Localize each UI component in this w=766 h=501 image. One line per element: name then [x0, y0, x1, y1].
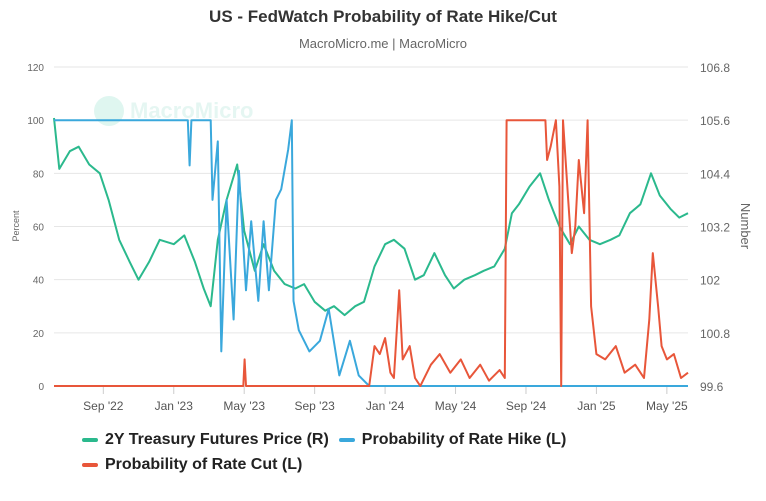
y-right-tick-label: 99.6	[700, 380, 724, 394]
chart-title: US - FedWatch Probability of Rate Hike/C…	[209, 7, 557, 26]
legend-item-cut[interactable]: Probability of Rate Cut (L)	[82, 456, 302, 474]
x-tick-label: May '25	[646, 399, 688, 413]
x-tick-label: Sep '23	[294, 399, 335, 413]
y-right-tick-label: 105.6	[700, 114, 730, 128]
legend-item-hike[interactable]: Probability of Rate Hike (L)	[338, 431, 567, 449]
series-line-cut	[54, 119, 689, 387]
y-left-tick-label: 60	[33, 223, 45, 234]
x-tick-label: Sep '24	[506, 399, 547, 413]
legend-label: Probability of Rate Hike (L)	[361, 431, 567, 448]
legend-swatch	[82, 463, 98, 467]
watermark-text: MacroMicro	[130, 98, 254, 123]
y-left-tick-label: 0	[38, 382, 44, 393]
y-left-tick-label: 40	[33, 276, 45, 287]
y-left-tick-label: 20	[33, 329, 45, 340]
series-line-hike	[54, 119, 688, 387]
x-tick-label: May '24	[435, 399, 477, 413]
y-left-axis-label: Percent	[11, 210, 21, 242]
y-right-axis-label: Number	[738, 203, 753, 250]
x-tick-label: Sep '22	[83, 399, 124, 413]
y-left-tick-label: 120	[27, 63, 44, 74]
y-right-tick-label: 104.4	[700, 167, 730, 181]
chart-subtitle: MacroMicro.me | MacroMicro	[298, 36, 468, 51]
y-right-tick-label: 106.8	[700, 61, 730, 75]
x-tick-label: Jan '23	[155, 399, 194, 413]
legend-swatch	[338, 438, 355, 442]
series-line-treasury	[53, 117, 689, 317]
y-right-tick-label: 102	[700, 274, 720, 288]
y-right-tick-label: 100.8	[700, 327, 730, 341]
y-left-tick-label: 100	[27, 116, 44, 127]
y-right-tick-label: 103.2	[700, 221, 730, 235]
x-tick-label: May '23	[223, 399, 265, 413]
x-tick-label: Jan '25	[577, 399, 616, 413]
legend-label: 2Y Treasury Futures Price (R)	[105, 431, 329, 448]
x-tick-label: Jan '24	[366, 399, 405, 413]
legend-item-treasury[interactable]: 2Y Treasury Futures Price (R)	[82, 431, 329, 449]
y-left-tick-label: 80	[33, 169, 45, 180]
legend-swatch	[82, 438, 98, 442]
legend-label: Probability of Rate Cut (L)	[105, 456, 303, 473]
